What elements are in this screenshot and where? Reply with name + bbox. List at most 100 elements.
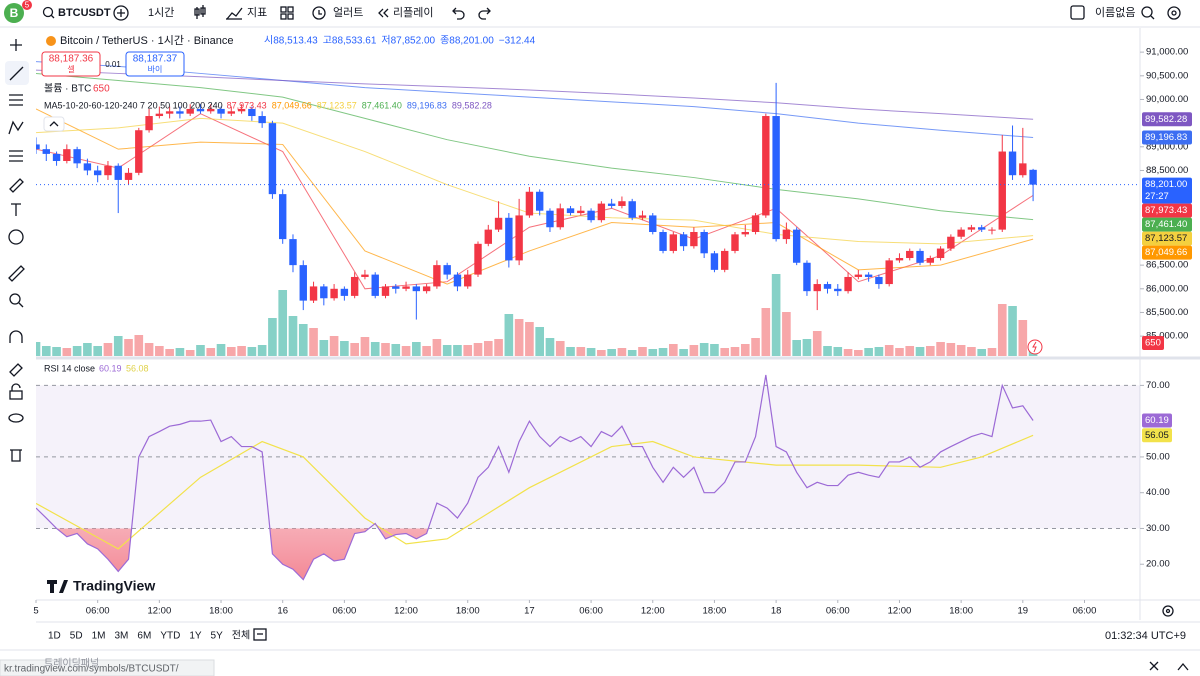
candle-body (926, 258, 935, 263)
replay-button[interactable]: 리플레이 (378, 6, 433, 19)
spread: 0.01 (105, 60, 121, 69)
axes: 91,000.00 90,500.00 90,000.00 89,000.00 88,5… (33, 47, 1192, 617)
candle-body (381, 286, 390, 296)
buy-button[interactable]: 88,187.37 바이 (125, 51, 185, 77)
volume-bar (237, 346, 246, 356)
sell-button[interactable]: 88,187.36 셀 (41, 51, 101, 77)
expand-icon[interactable] (1177, 662, 1189, 671)
indicators-button[interactable]: 지표 (226, 6, 267, 20)
volume-bar (309, 328, 318, 356)
layout-button[interactable] (280, 6, 294, 20)
candle-body (823, 284, 832, 289)
volume-bar (792, 340, 801, 356)
candle-body (947, 236, 955, 249)
volume-bar (473, 343, 483, 356)
candle-body (525, 191, 534, 216)
volume-bar (782, 312, 791, 356)
volume-bar (761, 308, 771, 356)
range-button[interactable]: YTD (160, 631, 180, 642)
range-button[interactable]: 1M (92, 631, 106, 642)
volume-bar (658, 348, 668, 356)
volume-bar (381, 343, 390, 356)
candle-body (587, 210, 595, 221)
range-button[interactable]: 5Y (211, 631, 224, 642)
goto-date[interactable] (253, 628, 267, 641)
range-button[interactable]: 5D (70, 631, 83, 642)
ma-legend-label: MA5-10-20-60-120-240 7 20 50 100 200 240 (44, 100, 223, 110)
candle-body (83, 163, 92, 171)
volume-bar (432, 339, 442, 356)
candle-body (762, 116, 770, 216)
price-tick-label: 88,500.00 (1146, 165, 1188, 176)
alert-button[interactable]: 얼러트 (312, 5, 363, 20)
candle-body (618, 201, 626, 206)
lightning-icon[interactable] (1027, 339, 1043, 355)
volume-bar (854, 350, 863, 356)
volume-bar (576, 347, 586, 356)
ma-legend-value: 87,049.66 (272, 100, 312, 110)
volume-bar (124, 339, 133, 356)
volume-bar (627, 350, 637, 356)
rsi-tick-label: 30.00 (1146, 523, 1170, 534)
candle-body (916, 250, 924, 263)
range-button[interactable]: 전체 (232, 630, 250, 642)
candle-body (679, 234, 688, 247)
collapse-button[interactable] (43, 116, 65, 132)
ohlc-legend: 시88,513.43 고88,533.61 저87,852.00 종88,201.00… (264, 35, 536, 47)
range-button[interactable]: 1D (48, 631, 61, 642)
symbol-search[interactable]: BTCUSDT (42, 6, 111, 19)
volume-bar (298, 324, 308, 356)
candle-body (114, 165, 122, 180)
candle-body (957, 229, 965, 237)
candle-body (474, 243, 482, 275)
candle-body (433, 265, 441, 287)
ohlc-value: −312.44 (499, 36, 536, 47)
chart-type-button[interactable] (194, 5, 206, 19)
candle-body (176, 111, 184, 114)
time-tick-label: 12:00 (888, 606, 912, 617)
settings-button[interactable] (1167, 6, 1181, 20)
range-button[interactable]: 3M (115, 631, 129, 642)
volume-bar (607, 349, 616, 356)
close-icon[interactable] (1149, 661, 1159, 671)
volume-bar (93, 346, 102, 356)
ma-legend-value: 89,196.83 (407, 100, 447, 110)
volume-bar (62, 348, 72, 356)
candle-body (597, 203, 606, 221)
candle-body (340, 288, 349, 296)
volume-bar (278, 290, 288, 356)
volume-bar (525, 322, 534, 356)
redo-button[interactable] (478, 7, 491, 20)
layout-name[interactable]: 이름없음 (1070, 5, 1135, 20)
range-button[interactable]: 1Y (189, 631, 202, 642)
volume-bar (771, 274, 781, 356)
logo-text: TradingView (73, 578, 155, 594)
volume-bar (134, 335, 144, 356)
candle-body (1029, 169, 1037, 185)
quick-search[interactable] (1141, 6, 1155, 20)
trading-panel[interactable]: 트레이딩패널 (44, 658, 99, 670)
volume-bar (699, 343, 709, 356)
volume-bar (617, 348, 627, 356)
volume-bar (812, 331, 822, 356)
avatar[interactable]: B 5 (4, 0, 32, 23)
time-tick-label: 06:00 (332, 606, 356, 617)
candle-body (207, 108, 215, 112)
compare-button[interactable] (113, 5, 129, 21)
time-settings[interactable] (1162, 605, 1174, 617)
undo-button[interactable] (452, 7, 465, 20)
drawing-toolbar[interactable] (5, 39, 29, 462)
volume-bar (946, 343, 956, 356)
candle-body (782, 229, 791, 240)
time-tick-label: 12:00 (394, 606, 418, 617)
volume-bar (925, 346, 935, 356)
ohlc-value: 저87,852.00 (381, 35, 435, 47)
range-button[interactable]: 6M (137, 631, 151, 642)
candle-body (844, 276, 852, 292)
candle-body (967, 227, 976, 230)
time-tick-label: 18:00 (703, 606, 727, 617)
layout-name-label: 이름없음 (1095, 6, 1135, 19)
volume-bar (155, 346, 164, 356)
interval[interactable]: 1시간 (148, 6, 174, 19)
volume-bar (370, 342, 380, 356)
